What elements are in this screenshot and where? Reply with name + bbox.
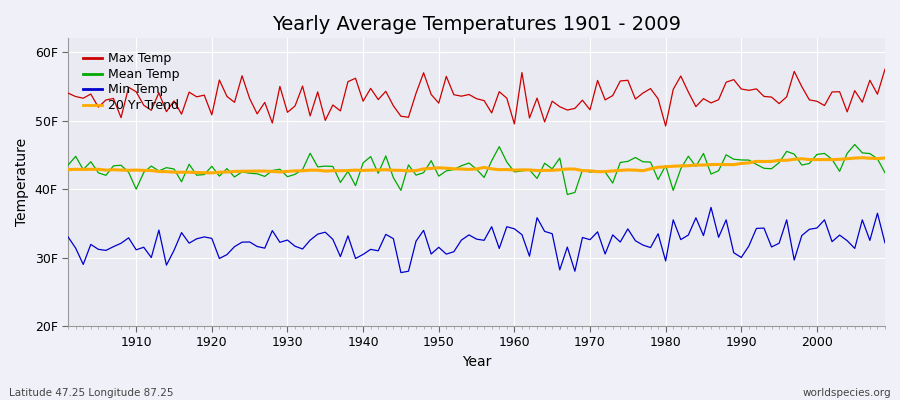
Text: Latitude 47.25 Longitude 87.25: Latitude 47.25 Longitude 87.25 xyxy=(9,388,174,398)
Legend: Max Temp, Mean Temp, Min Temp, 20 Yr Trend: Max Temp, Mean Temp, Min Temp, 20 Yr Tre… xyxy=(78,48,184,117)
Title: Yearly Average Temperatures 1901 - 2009: Yearly Average Temperatures 1901 - 2009 xyxy=(272,15,681,34)
Text: worldspecies.org: worldspecies.org xyxy=(803,388,891,398)
Y-axis label: Temperature: Temperature xyxy=(15,138,29,226)
X-axis label: Year: Year xyxy=(462,355,491,369)
